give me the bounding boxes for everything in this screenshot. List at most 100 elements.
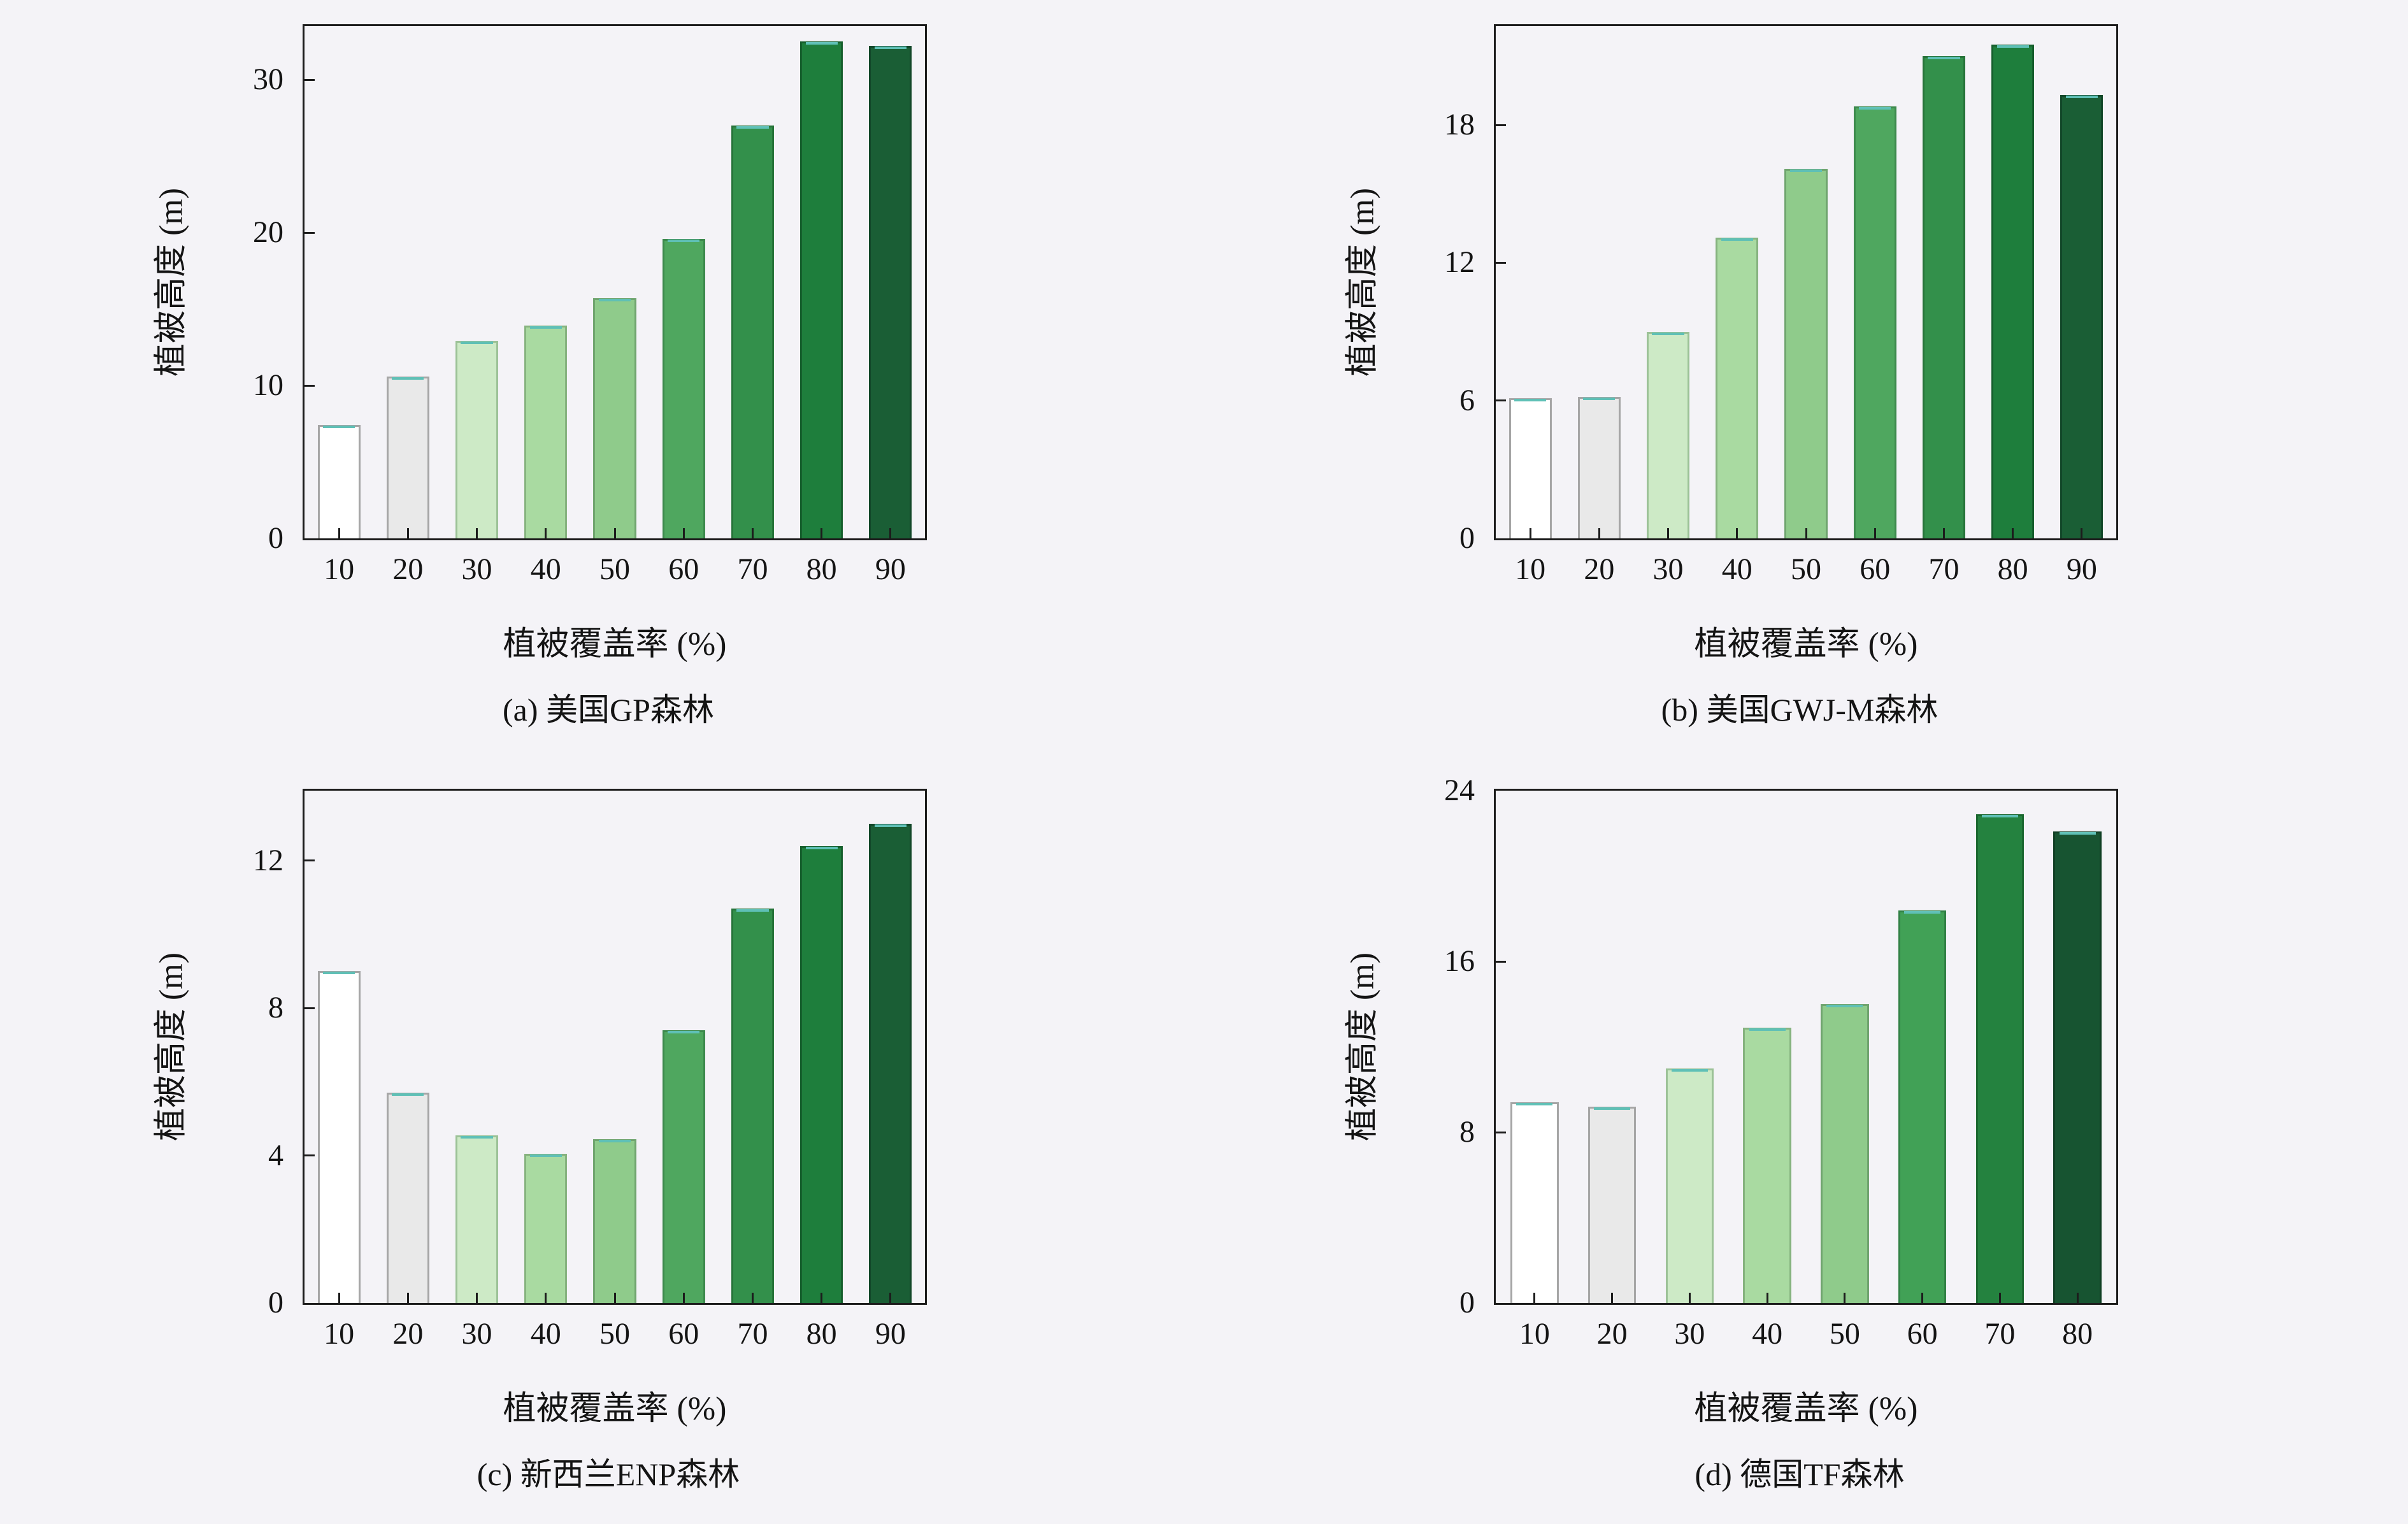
y-tick-label: 0 — [1459, 521, 1475, 555]
x-tick-mark — [476, 528, 478, 538]
x-tick-label: 50 — [599, 1317, 630, 1351]
x-tick-mark — [545, 1293, 547, 1303]
bar-40 — [524, 1153, 568, 1303]
error-cap — [1859, 107, 1891, 110]
x-tick-mark — [1667, 528, 1670, 538]
x-tick-label: 20 — [1596, 1317, 1628, 1351]
error-cap — [1826, 1005, 1863, 1007]
error-cap — [1996, 45, 2029, 48]
error-cap — [1721, 238, 1753, 241]
x-tick-mark — [1874, 528, 1876, 538]
chart-panel-b: 植被高度 (m) 0 6 12 18 10 20 30 40 50 60 70 80 90 植被覆盖率 (%… — [1258, 15, 2341, 735]
x-tick-label: 60 — [668, 552, 699, 586]
bar-90 — [869, 46, 912, 538]
x-tick-mark — [1844, 1293, 1846, 1303]
error-cap — [2059, 831, 2096, 835]
x-tick-label: 10 — [1519, 1317, 1550, 1351]
bar-10 — [1510, 1102, 1559, 1303]
bar-20 — [386, 376, 429, 538]
bar-20 — [1587, 1106, 1637, 1303]
y-tick-label: 20 — [253, 215, 283, 249]
x-tick-label: 90 — [2066, 552, 2097, 586]
bar-30 — [455, 1135, 499, 1303]
chart-caption: (d) 德国TF森林 — [1695, 1456, 1905, 1492]
x-tick-label: 80 — [806, 552, 837, 586]
bar-80 — [800, 845, 843, 1303]
error-cap — [1981, 814, 2018, 817]
x-tick-mark — [1533, 1293, 1536, 1303]
y-tick-label: 30 — [253, 62, 283, 96]
y-tick-label: 0 — [268, 521, 283, 555]
x-tick-label: 30 — [461, 1317, 492, 1351]
x-tick-label: 70 — [1928, 552, 1960, 586]
x-tick-mark — [1805, 528, 1807, 538]
error-cap — [874, 824, 907, 828]
error-cap — [1671, 1068, 1708, 1072]
x-tick-label: 70 — [1984, 1317, 2016, 1351]
x-tick-label: 40 — [1721, 552, 1752, 586]
error-cap — [668, 1030, 700, 1033]
x-tick-label: 80 — [2062, 1317, 2093, 1351]
x-tick-label: 20 — [392, 552, 424, 586]
x-tick-label: 90 — [875, 1317, 906, 1351]
x-tick-label: 80 — [806, 1317, 837, 1351]
y-tick-label: 4 — [268, 1138, 283, 1172]
bar-50 — [1784, 168, 1828, 538]
x-tick-mark — [1766, 1293, 1768, 1303]
x-tick-mark — [613, 528, 616, 538]
y-tick-mark — [1496, 960, 1506, 963]
x-tick-label: 60 — [668, 1317, 699, 1351]
x-tick-label: 50 — [599, 552, 630, 586]
y-tick-label: 18 — [1444, 108, 1475, 142]
x-tick-mark — [1688, 1293, 1691, 1303]
bar-90 — [2060, 95, 2103, 538]
y-tick-mark — [1496, 124, 1506, 126]
error-cap — [461, 1135, 493, 1139]
bar-70 — [1975, 814, 2025, 1303]
chart-caption: (a) 美国GP森林 — [503, 692, 714, 728]
bar-70 — [731, 126, 774, 538]
y-tick-label: 0 — [268, 1286, 283, 1319]
x-tick-label: 20 — [1584, 552, 1615, 586]
bar-60 — [662, 1030, 705, 1303]
x-tick-label: 40 — [1752, 1317, 1783, 1351]
y-tick-mark — [305, 384, 315, 387]
x-tick-mark — [1598, 528, 1600, 538]
y-axis-label: 植被高度 (m) — [153, 952, 190, 1142]
x-tick-label: 60 — [1860, 552, 1891, 586]
bar-30 — [1647, 331, 1690, 538]
y-tick-label: 6 — [1459, 383, 1475, 417]
bar-60 — [1898, 910, 1947, 1303]
x-tick-label: 70 — [737, 1317, 768, 1351]
error-cap — [529, 1154, 562, 1157]
bar-40 — [1716, 237, 1759, 538]
error-cap — [1652, 332, 1684, 335]
x-axis-label: 植被覆盖率 (%) — [1694, 626, 1918, 663]
y-tick-mark — [305, 231, 315, 234]
error-cap — [736, 909, 769, 912]
plot-area — [1494, 789, 2118, 1305]
bar-20 — [1577, 397, 1621, 538]
x-tick-mark — [821, 1293, 823, 1303]
chart-caption: (c) 新西兰ENP森林 — [477, 1456, 740, 1492]
x-tick-label: 30 — [461, 552, 492, 586]
bar-80 — [2053, 831, 2102, 1303]
x-tick-label: 10 — [324, 552, 355, 586]
error-cap — [392, 377, 424, 380]
chart-panel-a: 植被高度 (m) 0 10 20 30 10 20 30 40 50 60 70 80 90 植被覆盖率 (… — [67, 15, 1150, 735]
error-cap — [1749, 1028, 1786, 1031]
plot-area — [303, 789, 927, 1305]
error-cap — [323, 426, 355, 429]
x-tick-mark — [751, 1293, 754, 1303]
x-tick-mark — [751, 528, 754, 538]
bar-50 — [593, 1139, 636, 1303]
bar-30 — [1665, 1068, 1714, 1303]
error-cap — [805, 846, 838, 849]
bar-70 — [1922, 55, 1965, 538]
bar-80 — [800, 41, 843, 538]
error-cap — [1514, 399, 1547, 402]
x-axis-label: 植被覆盖率 (%) — [503, 1391, 727, 1427]
chart-caption: (b) 美国GWJ-M森林 — [1661, 692, 1939, 728]
